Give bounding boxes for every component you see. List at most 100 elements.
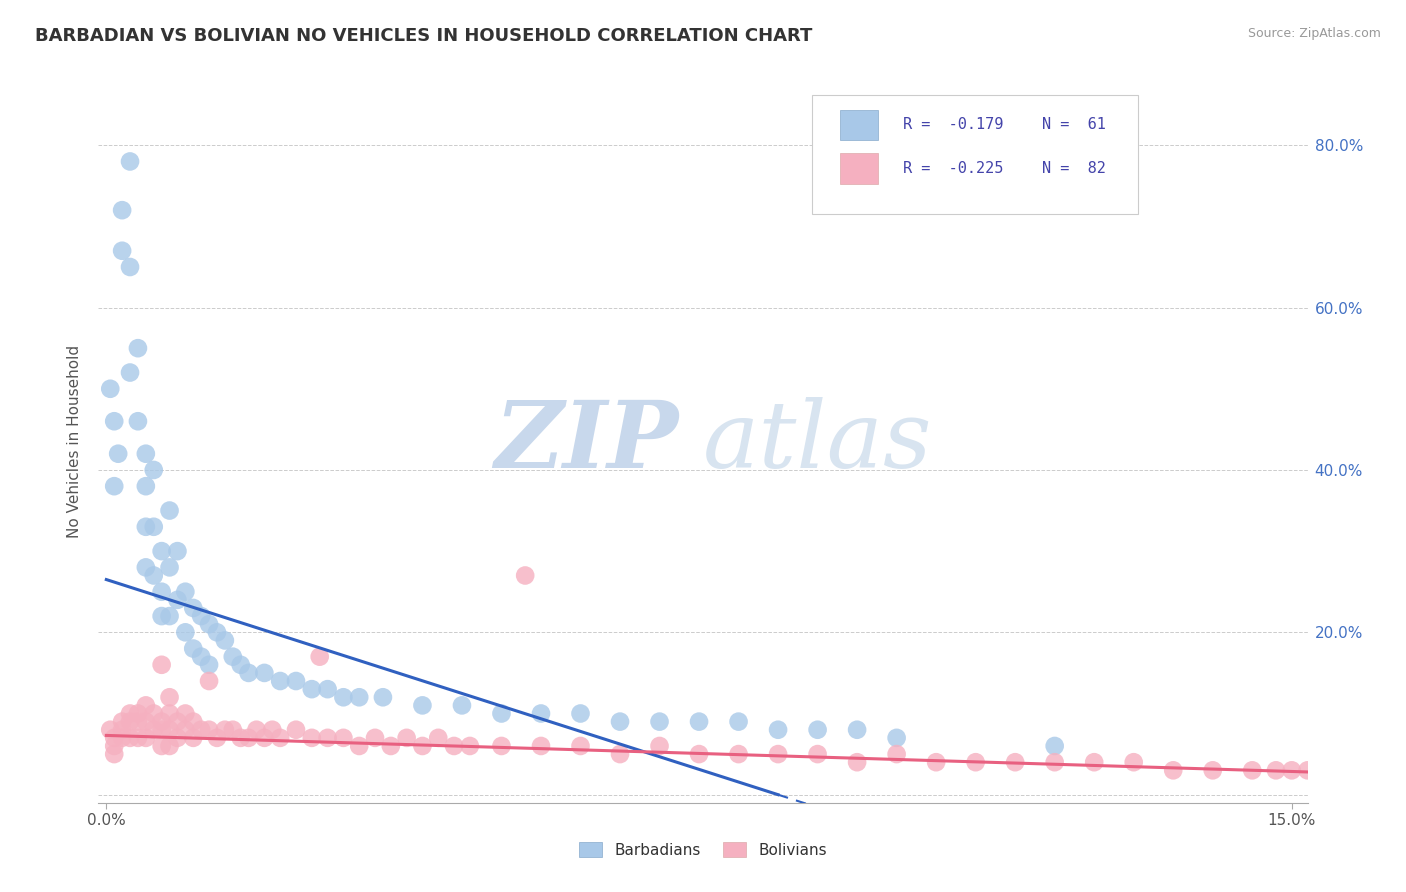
Point (347, 690, 370, 705)
Point (229, 731, 252, 745)
Point (285, 673, 308, 688)
Point (127, 731, 149, 745)
Point (127, 414, 149, 428)
Point (1083, 755, 1105, 769)
Point (245, 723, 267, 737)
Point (166, 731, 188, 745)
Point (181, 641, 204, 656)
Point (316, 731, 339, 745)
Point (142, 723, 165, 737)
Point (118, 731, 141, 745)
Point (443, 739, 465, 753)
Point (98, 723, 121, 737)
Point (262, 723, 284, 737)
Point (135, 479, 157, 493)
Point (150, 723, 173, 737)
Text: R =  -0.225: R = -0.225 (903, 161, 1002, 176)
Point (198, 723, 221, 737)
Point (166, 714, 188, 729)
Point (458, 739, 481, 753)
Point (285, 723, 308, 737)
Point (127, 706, 149, 721)
Point (364, 731, 387, 745)
Point (150, 584, 173, 599)
Point (135, 698, 157, 713)
Point (150, 609, 173, 624)
Point (1043, 755, 1066, 769)
Point (301, 731, 323, 745)
Point (253, 731, 276, 745)
Point (111, 723, 134, 737)
Point (1265, 764, 1288, 778)
Point (103, 731, 125, 745)
Point (491, 706, 513, 721)
Point (451, 698, 474, 713)
Point (886, 747, 908, 761)
Point (174, 723, 197, 737)
Point (807, 723, 830, 737)
Point (174, 584, 197, 599)
Point (190, 609, 212, 624)
Text: Source: ZipAtlas.com: Source: ZipAtlas.com (1247, 27, 1381, 40)
Point (174, 706, 197, 721)
Point (150, 739, 173, 753)
Point (395, 731, 418, 745)
Point (159, 560, 181, 574)
Point (127, 341, 149, 355)
Point (332, 731, 354, 745)
Point (142, 520, 165, 534)
Point (142, 706, 165, 721)
Point (198, 673, 221, 688)
Point (569, 706, 592, 721)
Point (205, 625, 228, 640)
Point (411, 698, 433, 713)
Point (181, 731, 204, 745)
Point (135, 447, 157, 461)
Point (118, 154, 141, 169)
Text: ZIP: ZIP (495, 397, 679, 486)
Point (609, 714, 631, 729)
Point (166, 544, 188, 558)
Point (222, 649, 245, 664)
FancyBboxPatch shape (839, 153, 879, 184)
Point (135, 560, 157, 574)
Point (135, 731, 157, 745)
Point (609, 747, 631, 761)
Y-axis label: No Vehicles in Household: No Vehicles in Household (67, 345, 83, 538)
Point (214, 633, 236, 648)
Text: BARBADIAN VS BOLIVIAN NO VEHICLES IN HOUSEHOLD CORRELATION CHART: BARBADIAN VS BOLIVIAN NO VEHICLES IN HOU… (35, 27, 813, 45)
Point (159, 609, 181, 624)
Point (316, 682, 339, 697)
Point (1296, 764, 1319, 778)
Point (118, 714, 141, 729)
Point (198, 657, 221, 672)
Point (166, 592, 188, 607)
Point (118, 260, 141, 274)
Point (347, 739, 370, 753)
Point (515, 568, 537, 582)
Point (411, 739, 433, 753)
Text: N =  82: N = 82 (1042, 161, 1105, 176)
Point (107, 447, 129, 461)
Point (807, 747, 830, 761)
Point (1241, 764, 1264, 778)
Point (269, 673, 291, 688)
FancyBboxPatch shape (839, 110, 879, 140)
Point (965, 755, 987, 769)
Point (190, 723, 212, 737)
Point (159, 739, 181, 753)
Point (1043, 739, 1066, 753)
Point (1161, 764, 1184, 778)
Point (103, 747, 125, 761)
Point (111, 203, 134, 218)
Point (530, 739, 553, 753)
Point (1004, 755, 1026, 769)
Point (238, 731, 260, 745)
FancyBboxPatch shape (811, 95, 1139, 214)
Point (253, 665, 276, 680)
Point (205, 731, 228, 745)
Point (214, 723, 236, 737)
Point (150, 657, 173, 672)
Point (159, 503, 181, 517)
Point (118, 706, 141, 721)
